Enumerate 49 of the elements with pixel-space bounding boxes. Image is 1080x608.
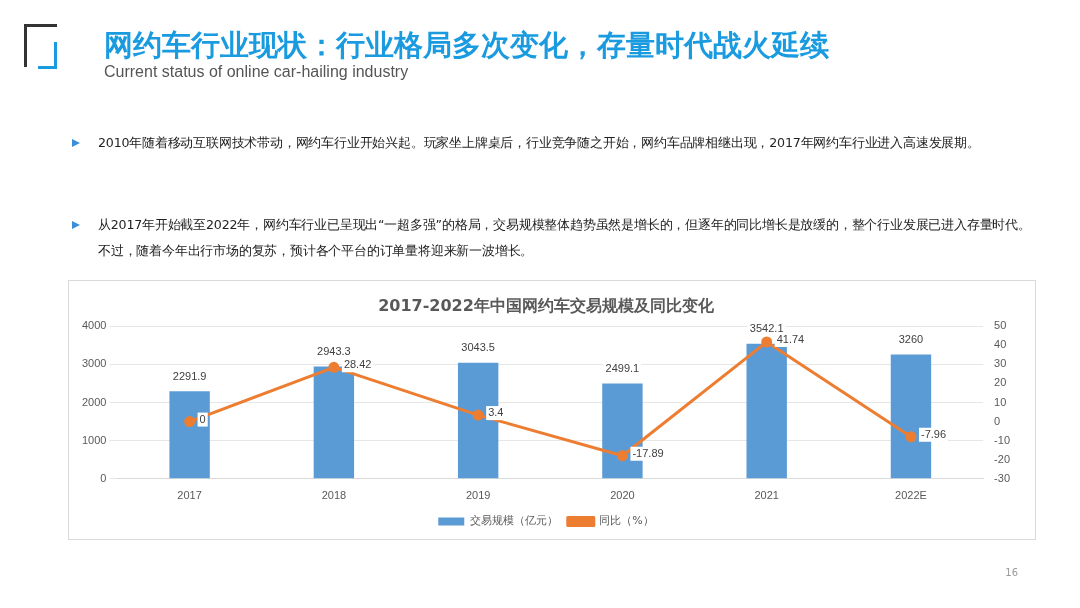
data-label: 3.4 (488, 406, 504, 419)
point (616, 450, 628, 462)
data-label: 3542.1 (749, 322, 784, 335)
x-tick-label: 2021 (754, 489, 779, 502)
y-tick-label: 1000 (81, 433, 107, 446)
y2-tick-label: -30 (994, 471, 1011, 484)
bar (169, 391, 210, 479)
data-label: -7.96 (920, 427, 947, 440)
legend-label: 同比（%） (599, 514, 654, 528)
text: 2010年随着移动互联网技术带动，网约车行业开始兴起。玩家坐上牌桌后，行业竞争随之开始，网约车品牌相继出现，2017年网约车行业进入高速发展期。 (98, 135, 980, 150)
y2-tick-label: 40 (994, 338, 1007, 351)
data-label: 2291.9 (172, 369, 207, 382)
y2-tick-label: 30 (994, 357, 1007, 370)
text: 网约车行业现状：行业格局多次变化，存量时代战火延续 (104, 28, 829, 62)
y2-tick-label: 20 (994, 376, 1007, 389)
data-label: 41.74 (776, 332, 805, 345)
chart-title: 2017-2022年中国网约车交易规模及同比变化 (378, 295, 715, 315)
legend-label: 交易规模（亿元） (469, 514, 558, 528)
data-label: 3043.5 (461, 341, 495, 354)
y-tick-label: 4000 (81, 319, 107, 332)
point (472, 409, 484, 421)
x-tick-label: 2017 (177, 489, 202, 502)
y-tick-label: 3000 (81, 357, 107, 370)
x-tick-label: 2022E (895, 489, 927, 502)
point (761, 336, 773, 348)
data-label: 2499.1 (605, 361, 640, 374)
text: Current status of online car-hailing industry (104, 63, 409, 81)
y2-tick-label: 0 (994, 414, 1001, 427)
y2-tick-label: 50 (994, 319, 1007, 332)
data-label: 2943.3 (317, 345, 351, 358)
data-label: -17.89 (632, 446, 664, 459)
bar (313, 366, 355, 479)
text: 16 (1005, 567, 1018, 578)
point (905, 431, 917, 443)
y2-tick-label: -10 (994, 433, 1011, 446)
x-tick-label: 2020 (610, 489, 635, 502)
y-tick-label: 0 (100, 471, 107, 484)
point (184, 416, 196, 428)
point (328, 361, 340, 373)
data-label: 0 (199, 412, 206, 425)
x-tick-label: 2019 (465, 489, 491, 502)
data-label: 28.42 (343, 358, 372, 371)
x-tick-label: 2018 (321, 489, 347, 502)
bar (746, 343, 787, 479)
y-tick-label: 2000 (81, 395, 107, 408)
text: 从2017年开始截至2022年，网约车行业已呈现出“一超多强”的格局，交易规模整体趋势虽然是增长的，但逐年的同比增长是放缓的，整个行业发展已进入存量时代。不过，随着今年出行市场的复苏，预计各个平台的订单量将迎来新一波增长。 (98, 217, 1031, 258)
data-label: 3260 (898, 332, 924, 345)
y2-tick-label: 10 (994, 395, 1007, 408)
y2-tick-label: -20 (994, 452, 1011, 465)
